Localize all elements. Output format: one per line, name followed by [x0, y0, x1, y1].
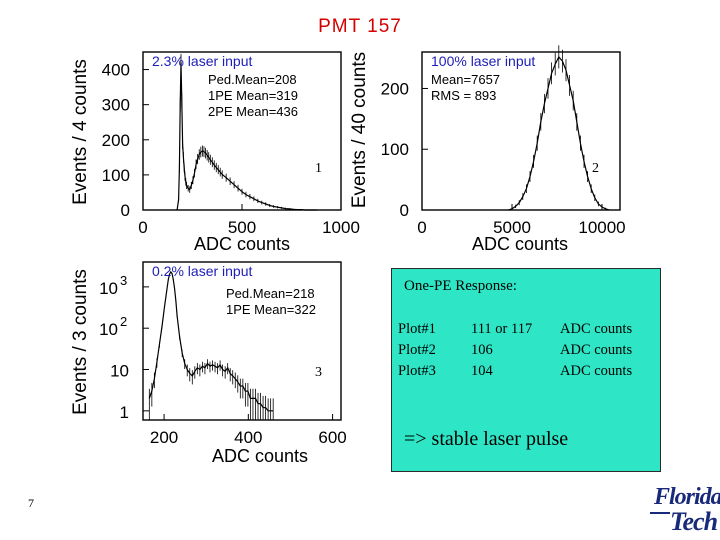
plot-frame	[421, 51, 621, 211]
x-axis-label: ADC counts	[472, 234, 568, 254]
x-tick-label: 0	[138, 218, 147, 237]
y-tick-label: 300	[102, 96, 130, 115]
panel-number: 3	[315, 365, 322, 380]
logo-bar	[650, 512, 670, 514]
x-tick-label: 0	[417, 218, 426, 237]
x-tick-label: 1000	[322, 218, 360, 237]
panel-stat: Ped.Mean=208	[208, 72, 297, 87]
x-axis-label: ADC counts	[212, 446, 308, 466]
panel-label: 100% laser input	[431, 53, 535, 69]
histogram-line	[148, 270, 274, 412]
panel-stat: 1PE Mean=319	[208, 88, 298, 103]
panel-number: 1	[315, 161, 322, 176]
result-plot-label: Plot#1	[398, 321, 436, 337]
panel-stat: RMS = 893	[431, 88, 496, 103]
florida-tech-logo: Florida Tech	[648, 484, 720, 540]
result-plot-label: Plot#2	[398, 342, 436, 358]
result-value: 111 or 117	[471, 321, 533, 337]
panel-label: 0.2% laser input	[152, 263, 253, 279]
result-unit: ADC counts	[560, 363, 633, 379]
histogram-line	[508, 55, 610, 211]
result-unit: ADC counts	[560, 321, 633, 337]
y-tick-label: 10	[99, 279, 118, 298]
logo-text-line2: Tech	[670, 507, 718, 536]
panel-number: 2	[592, 161, 599, 176]
plot-1-pedestal-2pct: 0 100 200 300 400 0 500 1000 ADC counts Events / …	[70, 51, 360, 254]
panel-stat: Ped.Mean=218	[226, 286, 315, 301]
box-title: One-PE Response:	[404, 278, 517, 294]
panel-stat: Mean=7657	[431, 72, 500, 87]
x-tick-label: 400	[234, 428, 262, 447]
slide-number: 7	[28, 496, 34, 510]
panel-label: 2.3% laser input	[152, 53, 253, 69]
y-tick-label: 400	[102, 61, 130, 80]
logo-text-line1: Florida	[654, 484, 720, 510]
x-tick-label: 500	[228, 218, 256, 237]
panel-stat: 2PE Mean=436	[208, 104, 298, 119]
x-tick-label: 10000	[578, 218, 625, 237]
x-tick-label: 5000	[493, 218, 531, 237]
x-tick-label: 600	[318, 428, 346, 447]
y-tick-label: 0	[121, 201, 130, 220]
y-tick-label: 1	[120, 403, 129, 422]
y-tick-label: 0	[400, 201, 409, 220]
one-pe-response-box: One-PE Response: Plot#1 111 or 117 ADC c…	[391, 268, 661, 472]
result-value: 106	[471, 342, 493, 358]
y-tick-exponent: 3	[120, 273, 127, 288]
x-axis-label: ADC counts	[194, 234, 290, 254]
plot-frame	[142, 261, 342, 421]
plot-2-100pct: 0 100 200 0 5000 10000 ADC counts Events / 40 c…	[349, 45, 626, 254]
y-axis-label: Events / 3 counts	[70, 269, 91, 415]
result-unit: ADC counts	[560, 342, 633, 358]
slide-title: PMT 157	[318, 16, 402, 37]
panel-stat: 1PE Mean=322	[226, 302, 316, 317]
y-axis-label: Events / 40 counts	[349, 52, 370, 208]
result-plot-label: Plot#3	[398, 363, 436, 379]
y-tick-label: 100	[381, 140, 409, 159]
y-tick-label: 10	[110, 362, 129, 381]
y-axis-label: Events / 4 counts	[70, 59, 91, 205]
result-value: 104	[471, 363, 493, 379]
x-tick-label: 200	[150, 428, 178, 447]
y-tick-label: 100	[102, 166, 130, 185]
y-tick-label: 200	[102, 131, 130, 150]
y-tick-exponent: 2	[120, 314, 127, 329]
conclusion-text: => stable laser pulse	[404, 428, 569, 450]
y-tick-label: 10	[99, 320, 118, 339]
y-tick-label: 200	[381, 79, 409, 98]
